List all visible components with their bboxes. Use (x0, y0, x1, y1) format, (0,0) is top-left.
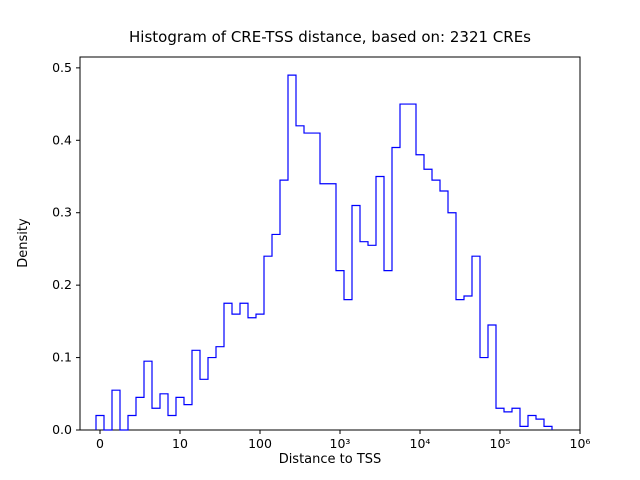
y-axis-label: Density (16, 218, 31, 268)
x-tick-label: 10³ (330, 436, 351, 451)
x-tick-label: 10 (172, 436, 188, 451)
x-tick-label: 10⁴ (410, 436, 431, 451)
histogram-series (95, 74, 553, 431)
histogram-step-outline (95, 74, 553, 431)
y-tick-label: 0.2 (52, 277, 72, 292)
y-tick-label: 0.0 (52, 422, 72, 437)
x-tick-label: 0 (96, 436, 104, 451)
axes-layer: 0 10 100 10³ 10⁴ 10⁵ 10⁶ 0.0 0.1 0.2 0.3 0.4 0.5 (52, 56, 591, 451)
y-tick-label: 0.5 (52, 60, 72, 75)
x-tick-label: 10⁵ (490, 436, 511, 451)
plot-spines (79, 56, 581, 431)
x-tick-label: 10⁶ (570, 436, 591, 451)
x-axis-label: Distance to TSS (279, 452, 382, 467)
y-tick-label: 0.1 (52, 350, 72, 365)
x-tick-label: 100 (248, 436, 272, 451)
chart-title: Histogram of CRE-TSS distance, based on:… (129, 28, 531, 46)
y-tick-label: 0.3 (52, 205, 72, 220)
y-tick-label: 0.4 (52, 132, 72, 147)
